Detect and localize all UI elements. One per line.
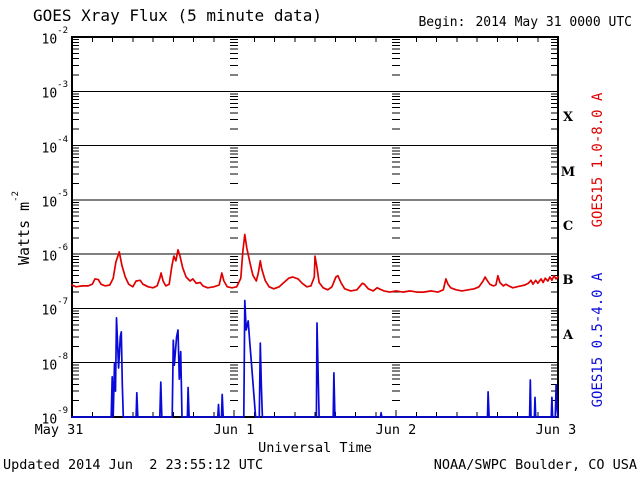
chart-title: GOES Xray Flux (5 minute data)	[33, 6, 322, 25]
x-axis-title: Universal Time	[258, 440, 372, 456]
y-tick-label: 10-7	[41, 297, 69, 319]
x-tick-label: Jun 1	[213, 422, 255, 438]
y-tick-label: 10-6	[41, 243, 69, 265]
begin-timestamp: Begin: 2014 May 31 0000 UTC	[418, 15, 632, 30]
series-curve-short-band	[71, 299, 559, 418]
source-credit: NOAA/SWPC Boulder, CO USA	[433, 457, 637, 473]
y-tick-label: 10-2	[41, 26, 69, 48]
y-tick-label: 10-3	[41, 80, 69, 102]
flare-class-letter-b: B	[562, 273, 574, 289]
x-tick-label: Jun 3	[535, 422, 577, 438]
y-tick-label: 10-9	[41, 406, 69, 428]
plot-frame	[71, 36, 559, 418]
y-axis-label: Watts m-2	[11, 190, 33, 266]
series-label-short-band: GOES15 0.5-4.0 A	[590, 272, 606, 408]
flare-class-letter-a: A	[562, 327, 574, 343]
flare-class-letter-m: M	[560, 164, 576, 180]
y-tick-label: 10-4	[41, 134, 69, 156]
flare-class-letter-c: C	[562, 219, 574, 234]
begin-label: Begin:	[418, 15, 466, 30]
x-tick-label: May 31	[34, 422, 84, 438]
series-label-long-band: GOES15 1.0-8.0 A	[590, 92, 606, 228]
y-tick-label: 10-5	[41, 188, 69, 211]
updated-timestamp: Updated 2014 Jun 2 23:55:12 UTC	[3, 457, 264, 473]
begin-value: 2014 May 31 0000 UTC	[475, 15, 632, 30]
y-tick-label: 10-8	[41, 351, 69, 374]
flare-class-letter-x: X	[562, 110, 574, 126]
x-tick-label: Jun 2	[375, 422, 417, 438]
series-curve-long-band	[71, 233, 559, 293]
